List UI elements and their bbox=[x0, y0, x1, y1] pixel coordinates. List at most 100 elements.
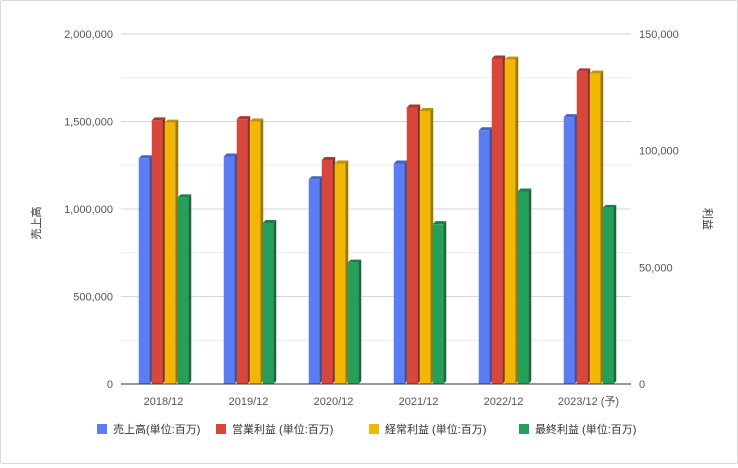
bar-front-face bbox=[589, 73, 601, 385]
bar-front-face bbox=[249, 121, 261, 384]
bar bbox=[223, 153, 238, 384]
bar-front-face bbox=[491, 58, 503, 384]
bar bbox=[151, 117, 166, 384]
bar-front-face bbox=[602, 207, 614, 384]
bar-side-face bbox=[502, 55, 506, 384]
bar-front-face bbox=[334, 163, 346, 384]
bar bbox=[589, 70, 604, 385]
x-tick-label: 2018/12 bbox=[144, 396, 184, 408]
bar-front-face bbox=[504, 59, 516, 385]
bar-top-face bbox=[249, 118, 264, 122]
bar-top-face bbox=[589, 70, 604, 74]
bar-side-face bbox=[162, 117, 166, 384]
bar-side-face bbox=[188, 194, 192, 384]
bar-side-face bbox=[345, 160, 349, 384]
legend-item: 売上高(単位:百万) bbox=[97, 422, 200, 436]
x-tick-label: 2020/12 bbox=[314, 396, 354, 408]
x-tick-label: 2019/12 bbox=[229, 396, 269, 408]
right-tick-label: 50,000 bbox=[639, 262, 673, 274]
bar-side-face bbox=[319, 176, 323, 384]
legend-label: 売上高(単位:百万) bbox=[113, 422, 200, 436]
bar-side-face bbox=[417, 104, 421, 384]
legend-swatch bbox=[97, 424, 107, 434]
bar-front-face bbox=[347, 262, 359, 384]
legend-item: 最終利益 (単位:百万) bbox=[519, 422, 636, 436]
legend-label: 最終利益 (単位:百万) bbox=[535, 422, 636, 436]
bar bbox=[602, 204, 617, 384]
left-tick-label: 0 bbox=[107, 379, 113, 391]
bar-top-face bbox=[138, 155, 153, 159]
x-tick-label: 2023/12 (予) bbox=[558, 395, 619, 408]
bar-top-face bbox=[491, 55, 506, 59]
bar bbox=[236, 116, 251, 385]
bar-top-face bbox=[406, 104, 421, 108]
left-tick-label: 1,000,000 bbox=[64, 204, 113, 216]
left-tick-label: 500,000 bbox=[73, 292, 113, 304]
legend-item: 経常利益 (単位:百万) bbox=[369, 422, 486, 436]
bar-front-face bbox=[262, 223, 274, 384]
bar-top-face bbox=[563, 114, 578, 118]
bar-front-face bbox=[406, 107, 418, 384]
bar-front-face bbox=[432, 224, 444, 384]
x-tick-label: 2022/12 bbox=[484, 396, 524, 408]
bar-top-face bbox=[504, 56, 519, 60]
bar bbox=[347, 259, 362, 384]
bar-top-face bbox=[347, 259, 362, 263]
bar bbox=[308, 176, 323, 384]
legend: 売上高(単位:百万) 営業利益 (単位:百万) 経常利益 (単位:百万) 最終利益 (… bbox=[97, 422, 636, 436]
bar-front-face bbox=[563, 117, 575, 384]
right-tick-label: 0 bbox=[639, 379, 645, 391]
bar-top-face bbox=[164, 119, 179, 123]
bar bbox=[177, 194, 192, 384]
bar-top-face bbox=[151, 117, 166, 121]
bar-side-face bbox=[175, 119, 179, 385]
bar-top-face bbox=[478, 127, 493, 131]
bar bbox=[393, 160, 408, 384]
bar-top-face bbox=[308, 176, 323, 180]
x-tick-label: 2021/12 bbox=[399, 396, 439, 408]
bar-front-face bbox=[151, 120, 163, 384]
legend-label: 営業利益 (単位:百万) bbox=[232, 422, 333, 436]
bar bbox=[576, 68, 591, 384]
bar bbox=[164, 119, 179, 385]
bar-front-face bbox=[223, 156, 235, 384]
right-tick-label: 100,000 bbox=[639, 146, 679, 158]
bar-front-face bbox=[236, 119, 248, 385]
bar bbox=[491, 55, 506, 384]
bar-top-face bbox=[576, 68, 591, 72]
bar-side-face bbox=[430, 108, 434, 384]
bar-side-face bbox=[515, 56, 519, 385]
bar-front-face bbox=[478, 130, 490, 384]
bar-top-face bbox=[262, 220, 277, 223]
bar-side-face bbox=[149, 155, 153, 384]
bar-front-face bbox=[164, 122, 176, 385]
bar-side-face bbox=[613, 204, 617, 384]
bar-side-face bbox=[443, 221, 447, 384]
bar bbox=[419, 108, 434, 384]
bar bbox=[432, 221, 447, 384]
bar-front-face bbox=[321, 160, 333, 384]
bar bbox=[138, 155, 153, 384]
bar bbox=[406, 104, 421, 384]
bar-side-face bbox=[234, 153, 238, 384]
bar-side-face bbox=[247, 116, 251, 385]
bar bbox=[504, 56, 519, 385]
bar-side-face bbox=[358, 259, 362, 384]
bar-top-face bbox=[602, 204, 617, 208]
bars bbox=[138, 55, 617, 385]
axes: 0 500,000 1,000,000 1,500,000 2,000,000 0 50,0… bbox=[64, 29, 679, 408]
bar bbox=[334, 160, 349, 384]
legend-swatch bbox=[519, 424, 529, 434]
left-axis-title: 売上高 bbox=[29, 207, 43, 240]
bar bbox=[262, 220, 277, 384]
legend-swatch bbox=[216, 424, 226, 434]
bar-side-face bbox=[489, 127, 493, 384]
legend-label: 経常利益 (単位:百万) bbox=[385, 422, 486, 436]
legend-item: 営業利益 (単位:百万) bbox=[216, 422, 333, 436]
right-tick-label: 150,000 bbox=[639, 29, 679, 41]
bar-side-face bbox=[273, 220, 277, 384]
bar-side-face bbox=[260, 118, 264, 384]
bar-top-face bbox=[517, 188, 532, 192]
